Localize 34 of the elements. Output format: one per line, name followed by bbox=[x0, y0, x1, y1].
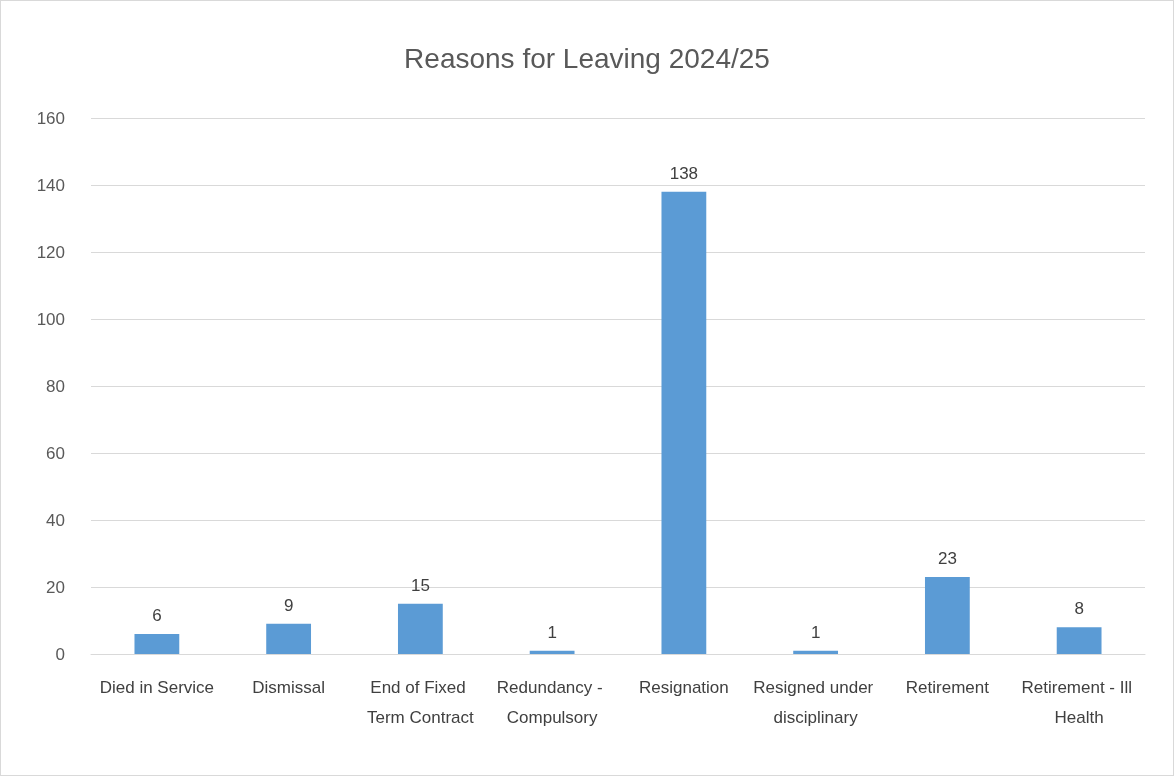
bar bbox=[529, 650, 575, 654]
x-tick-label: Died in Service bbox=[99, 677, 215, 697]
data-label: 9 bbox=[283, 595, 294, 615]
y-tick-label: 60 bbox=[46, 443, 65, 463]
x-tick-label: Retirement bbox=[905, 677, 990, 697]
data-label: 6 bbox=[152, 605, 162, 625]
data-label: 8 bbox=[1074, 599, 1084, 619]
bar bbox=[661, 191, 707, 654]
bar bbox=[266, 623, 312, 654]
x-tick-label: Resignation bbox=[638, 677, 729, 697]
bar bbox=[397, 603, 443, 654]
y-tick-label: 80 bbox=[46, 376, 65, 396]
data-label: 1 bbox=[547, 622, 557, 642]
bar bbox=[793, 650, 839, 654]
y-tick-label: 140 bbox=[36, 175, 65, 195]
data-label: 15 bbox=[410, 575, 430, 595]
x-tick-label: End of Fixed Term Contract bbox=[367, 677, 475, 727]
bar bbox=[924, 576, 970, 654]
bar bbox=[1056, 627, 1102, 654]
y-tick-label: 20 bbox=[46, 577, 65, 597]
x-tick-label: Dismissal bbox=[252, 677, 325, 697]
x-tick-label: Redundancy - Compulsory bbox=[496, 677, 608, 727]
y-tick-label: 100 bbox=[36, 309, 65, 329]
chart-title: Reasons for Leaving 2024/25 bbox=[404, 42, 770, 74]
bar bbox=[134, 633, 180, 654]
y-tick-label: 0 bbox=[55, 644, 65, 664]
x-tick-label: Retirement - Ill Health bbox=[1021, 677, 1137, 727]
y-tick-label: 160 bbox=[36, 108, 65, 128]
data-label: 23 bbox=[937, 548, 957, 568]
data-label: 138 bbox=[669, 163, 699, 183]
data-label: 1 bbox=[810, 622, 821, 642]
x-tick-label: Resigned under disciplinary bbox=[753, 677, 879, 727]
y-tick-label: 40 bbox=[46, 510, 65, 530]
y-tick-label: 120 bbox=[36, 242, 65, 262]
